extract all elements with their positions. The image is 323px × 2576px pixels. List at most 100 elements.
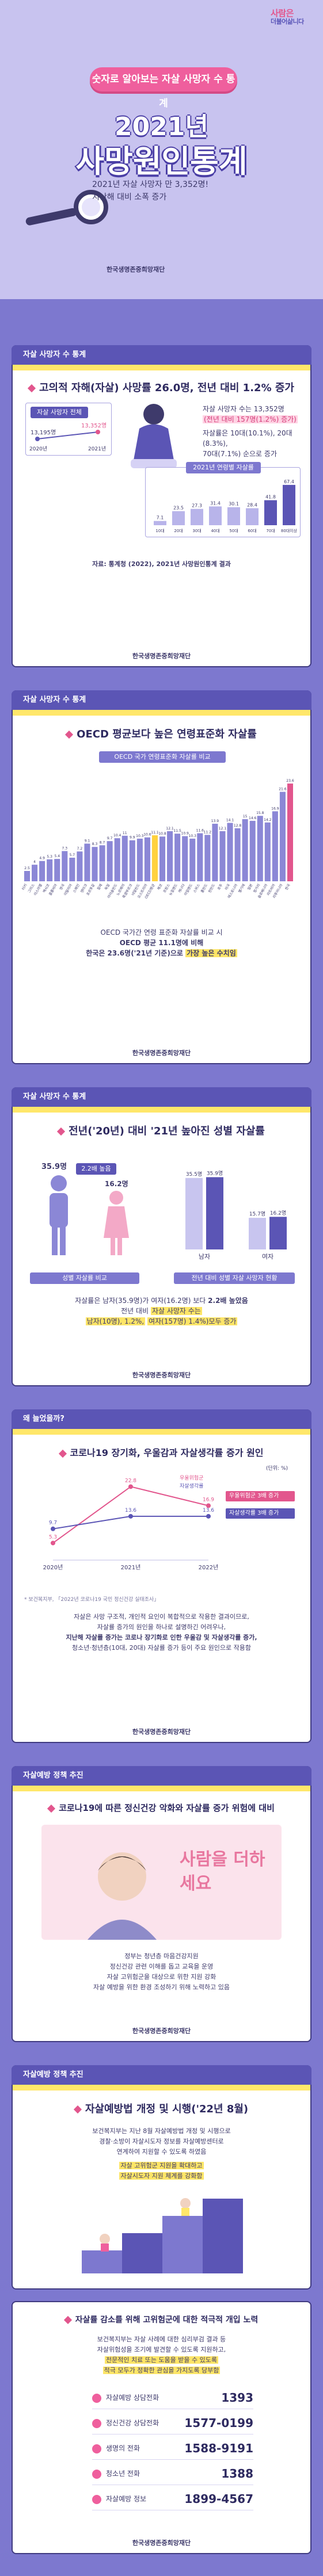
line-legend: 우울위험군 bbox=[180, 1475, 203, 1481]
section-4-rule bbox=[13, 1429, 310, 1435]
hotline-suicide-prevention[interactable]: 자살예방 상담전화 1393 bbox=[92, 2386, 253, 2409]
ratio-badge: 2.2배 높음 bbox=[76, 1163, 116, 1175]
age-category-label: 40대 bbox=[211, 529, 219, 533]
policy-p4: 자살 예방을 위한 환경 조성하기 위해 노력하고 있음 bbox=[93, 1983, 230, 1991]
total-deaths-2021: 13,352명 bbox=[81, 422, 107, 429]
oecd-bar bbox=[189, 838, 196, 881]
hotline-mental-health[interactable]: 정신건강 상담전화 1577-0199 bbox=[92, 2411, 253, 2434]
oecd-bar-value: 11 bbox=[123, 831, 127, 835]
law-p3: 연계하여 지원할 수 있도록 하였음 bbox=[116, 2148, 207, 2155]
age-bar bbox=[264, 500, 277, 525]
bullet-2: 자살률은 10대(10.1%), 20대(8.3%), bbox=[203, 429, 292, 448]
hotline-number: 1577-0199 bbox=[184, 2416, 253, 2430]
section-intervention: 자살률 감소를 위해 고위험군에 대한 적극적 개입 노력 보건복지부는 자살 … bbox=[12, 2301, 311, 2554]
gender-bar-value: 35.5명 bbox=[186, 1171, 202, 1178]
oecd-bar bbox=[121, 835, 128, 881]
oecd-line-3b: 가장 높은 수치임 bbox=[185, 949, 237, 957]
hero-pill: 숫자로 알아보는 자살 사망자 수 통계 bbox=[90, 67, 237, 109]
line-point-label: 9.7 bbox=[49, 1520, 57, 1526]
age-bar bbox=[209, 506, 222, 525]
oecd-bar bbox=[32, 865, 38, 881]
oecd-bar-value: 12.8 bbox=[234, 824, 242, 828]
line-legend: 자살생각률 bbox=[180, 1482, 203, 1489]
age-category-label: 80대이상 bbox=[281, 528, 298, 533]
bullet-1b: (전년 대비 157명(1.2%) 증가) bbox=[203, 415, 298, 423]
law-hl-1: 자살 고위험군 지원을 확대하고 bbox=[119, 2162, 204, 2169]
section-2-rule bbox=[13, 710, 310, 716]
oecd-bar bbox=[129, 840, 135, 881]
section-6-paragraph: 보건복지부는 지난 8월 자살예방법 개정 및 시행으로 경찰·소방이 자살시도… bbox=[13, 2126, 310, 2181]
total-deaths-line: 13,195명 13,352명 2020년 2021년 bbox=[29, 422, 107, 452]
bullet-1: 자살 사망자 수는 13,352명 bbox=[203, 405, 284, 413]
brand-sub: 더불어삶니다 bbox=[271, 17, 304, 25]
callout-depression: 우울위험군 3배 증가 bbox=[226, 1491, 295, 1501]
age-bar bbox=[283, 484, 295, 525]
hotline-info[interactable]: 자살예방 정보 1899-4567 bbox=[92, 2487, 253, 2510]
hotline-number: 1393 bbox=[221, 2391, 253, 2405]
left-caption: 성별 자살률 비교 bbox=[30, 1272, 139, 1284]
section-3-header: 자살 사망자 수 통계 bbox=[12, 1087, 311, 1107]
section-1-bullets: 자살 사망자 수는 13,352명 (전년 대비 157명(1.2%) 증가) … bbox=[203, 404, 312, 459]
line-point bbox=[206, 1514, 211, 1519]
intervention-p2: 자살위험성을 조기에 발견할 수 있도록 지원하고, bbox=[97, 2346, 226, 2353]
section-1-note: 자료: 통계청 (2022), 2021년 사망원인통계 결과 bbox=[92, 560, 231, 568]
intervention-p1: 보건복지부는 자살 사례에 대한 심리부검 결과 등 bbox=[97, 2336, 226, 2343]
magnifier-icon bbox=[25, 190, 108, 226]
gender-bar bbox=[269, 1217, 287, 1249]
oecd-bar-value: 15 bbox=[243, 815, 248, 819]
oecd-bar-value: 7.2 bbox=[77, 847, 83, 851]
age-bar-value: 28.4 bbox=[247, 502, 257, 507]
oecd-bar bbox=[272, 811, 278, 881]
person-sitting-illustration bbox=[131, 404, 177, 468]
age-category-label: 20대 bbox=[174, 529, 183, 533]
age-bar-value: 27.3 bbox=[192, 503, 202, 509]
phone-icon bbox=[92, 2444, 101, 2453]
stairs-helping-illustration bbox=[82, 2198, 243, 2273]
oecd-bar bbox=[92, 847, 98, 881]
phone-icon bbox=[92, 2469, 101, 2479]
line-point-label: 22.8 bbox=[125, 1478, 136, 1484]
female-head-icon bbox=[109, 1191, 123, 1205]
hotline-youth[interactable]: 청소년 전화 1388 bbox=[92, 2462, 253, 2485]
oecd-bar bbox=[279, 792, 286, 881]
total-deaths-year-2020: 2020년 bbox=[29, 446, 47, 452]
oecd-bar bbox=[249, 820, 256, 881]
oecd-bar bbox=[77, 851, 83, 881]
oecd-bar bbox=[99, 845, 105, 881]
section-5-paragraph: 정부는 청년층 마음건강지원 정신건강 관련 이해를 돕고 교육을 운영 자살 … bbox=[13, 1951, 310, 1993]
why-p3: 지난해 자살률 증가는 코로나 장기화로 인한 우울감 및 자살생각률 증가, bbox=[66, 1634, 257, 1641]
policy-p3: 자살 고위험군을 대상으로 위한 지원 강화 bbox=[107, 1973, 216, 1981]
age-suicide-chart: 7.1 10대 23.5 20대 27.3 30대 31.4 40대 30.1 50대 28.4 60… bbox=[154, 479, 298, 533]
oecd-bar-value: 10.6 bbox=[143, 833, 151, 837]
oecd-country-label: 폴란드 bbox=[200, 883, 209, 893]
age-bar bbox=[227, 507, 240, 525]
oecd-line-2: OECD 평균 11.1명에 비해 bbox=[119, 939, 204, 947]
oecd-bar bbox=[174, 834, 181, 881]
oecd-bar bbox=[151, 835, 158, 881]
hero-org: 한국생명존중희망재단 bbox=[107, 265, 165, 274]
section-3-summary: 자살률은 남자(35.9명)가 여자(16.2명) 보다 2.2배 높았음 전년… bbox=[13, 1295, 310, 1327]
line-point bbox=[128, 1514, 133, 1519]
oecd-bar-value: 13.9 bbox=[211, 819, 219, 823]
hero-desc: 2021년 자살 사망자 만 3,352명! 지난해 대비 소폭 증가 bbox=[92, 178, 282, 204]
line-chart-unit: (단위: %) bbox=[266, 1466, 288, 1472]
gender-sum-2b: 자살 사망자 수는 bbox=[150, 1307, 202, 1315]
age-bar-value: 7.1 bbox=[157, 515, 164, 521]
section-5-org: 한국생명존중희망재단 bbox=[132, 2027, 191, 2035]
oecd-bar-value: 10.3 bbox=[189, 834, 197, 838]
hotline-lifeline[interactable]: 생명의 전화 1588-9191 bbox=[92, 2437, 253, 2460]
gender-label: 남자 bbox=[199, 1253, 210, 1260]
oecd-bar-value: 14.1 bbox=[226, 818, 234, 822]
oecd-bar bbox=[234, 828, 241, 881]
age-bar bbox=[246, 508, 259, 525]
oecd-bar-value: 5.4 bbox=[54, 854, 60, 858]
section-2-org: 한국생명존중희망재단 bbox=[132, 1049, 191, 1057]
oecd-bar bbox=[197, 833, 203, 881]
age-category-label: 50대 bbox=[229, 529, 238, 533]
female-body-icon bbox=[104, 1206, 129, 1238]
oecd-bar-value: 11.2 bbox=[204, 830, 212, 834]
oecd-bar bbox=[136, 838, 143, 881]
total-deaths-2020: 13,195명 bbox=[31, 429, 56, 436]
